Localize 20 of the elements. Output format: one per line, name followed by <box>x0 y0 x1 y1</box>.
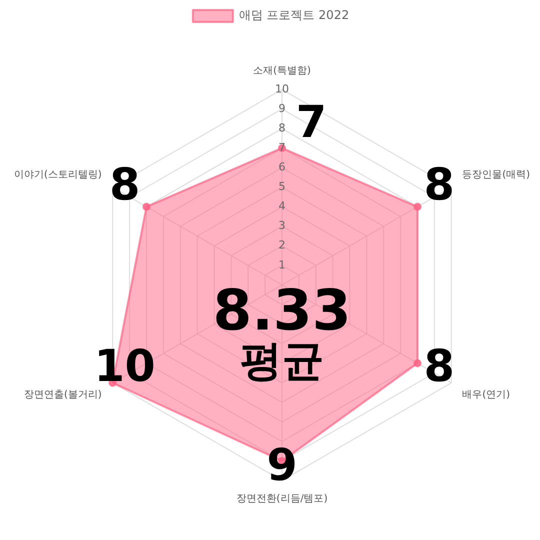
data-label: 8 <box>424 341 455 392</box>
y-tick-label: 6 <box>278 160 286 174</box>
y-tick-label: 5 <box>278 180 286 194</box>
y-tick-label: 8 <box>278 121 286 134</box>
legend-label: 애덤 프로젝트 2022 <box>238 8 350 22</box>
y-tick-label: 2 <box>278 238 286 252</box>
data-label: 8 <box>109 160 140 211</box>
spoke-label: 등장인물(매력) <box>462 170 530 181</box>
y-tick-label: 1 <box>278 258 286 272</box>
spoke-label: 장면연출(볼거리) <box>24 390 102 401</box>
y-tick-label: 4 <box>278 200 286 213</box>
y-tick-label: 3 <box>278 219 286 232</box>
spoke-label: 이야기(스토리텔링) <box>14 170 102 181</box>
data-label: 8 <box>424 160 455 211</box>
spoke-label: 소재(특별함) <box>253 66 311 77</box>
y-tick-label: 10 <box>275 82 289 96</box>
y-tick-label: 7 <box>278 140 286 154</box>
spoke-label: 장면전환(리듬/템포) <box>236 494 328 505</box>
y-tick-label: 9 <box>278 102 286 115</box>
spoke-label: 배우(연기) <box>462 390 510 401</box>
